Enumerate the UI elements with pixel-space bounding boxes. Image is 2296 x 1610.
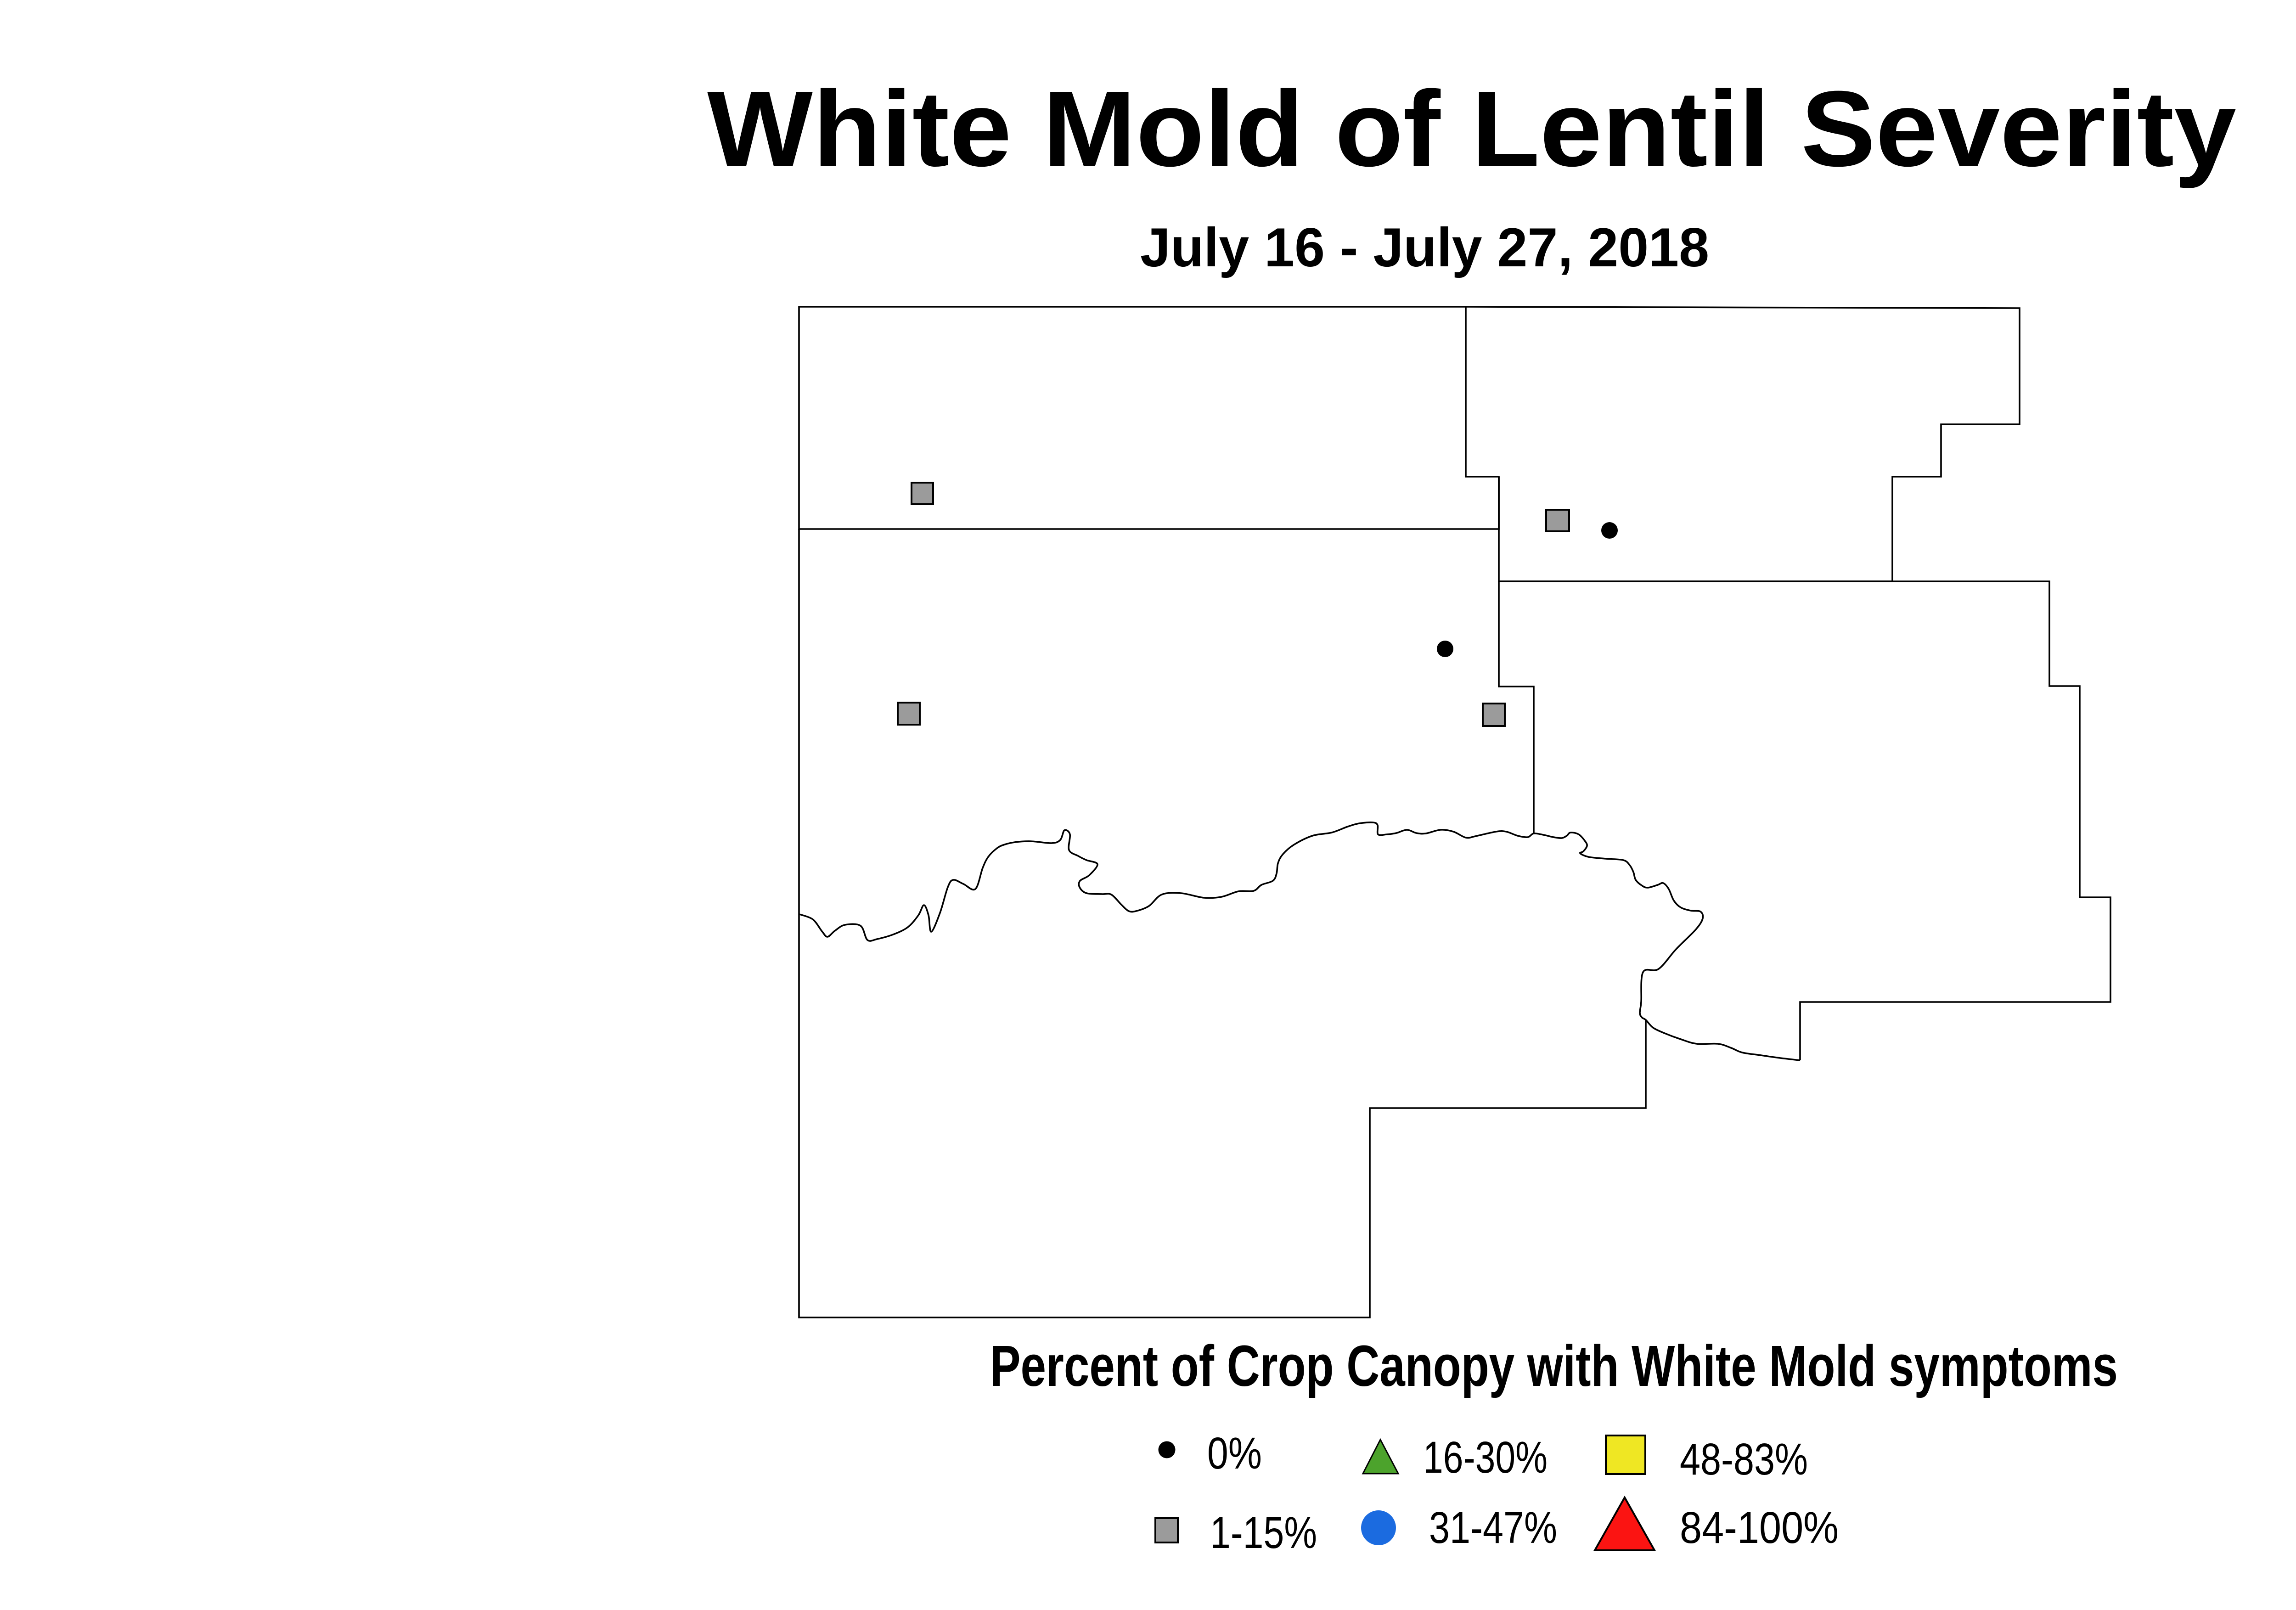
svg-text:84-100%: 84-100%	[1680, 1503, 1839, 1553]
svg-text:48-83%: 48-83%	[1680, 1434, 1808, 1484]
svg-text:Percent of Crop Canopy with Wh: Percent of Crop Canopy with White Mold s…	[990, 1334, 2118, 1398]
svg-text:16-30%: 16-30%	[1423, 1432, 1548, 1482]
svg-text:1-15%: 1-15%	[1210, 1508, 1317, 1558]
svg-text:White Mold of Lentil Severity: White Mold of Lentil Severity	[707, 68, 2236, 189]
svg-text:31-47%: 31-47%	[1429, 1503, 1557, 1553]
svg-text:July 16 - July 27, 2018: July 16 - July 27, 2018	[1140, 217, 1709, 278]
svg-text:0%: 0%	[1207, 1428, 1262, 1478]
